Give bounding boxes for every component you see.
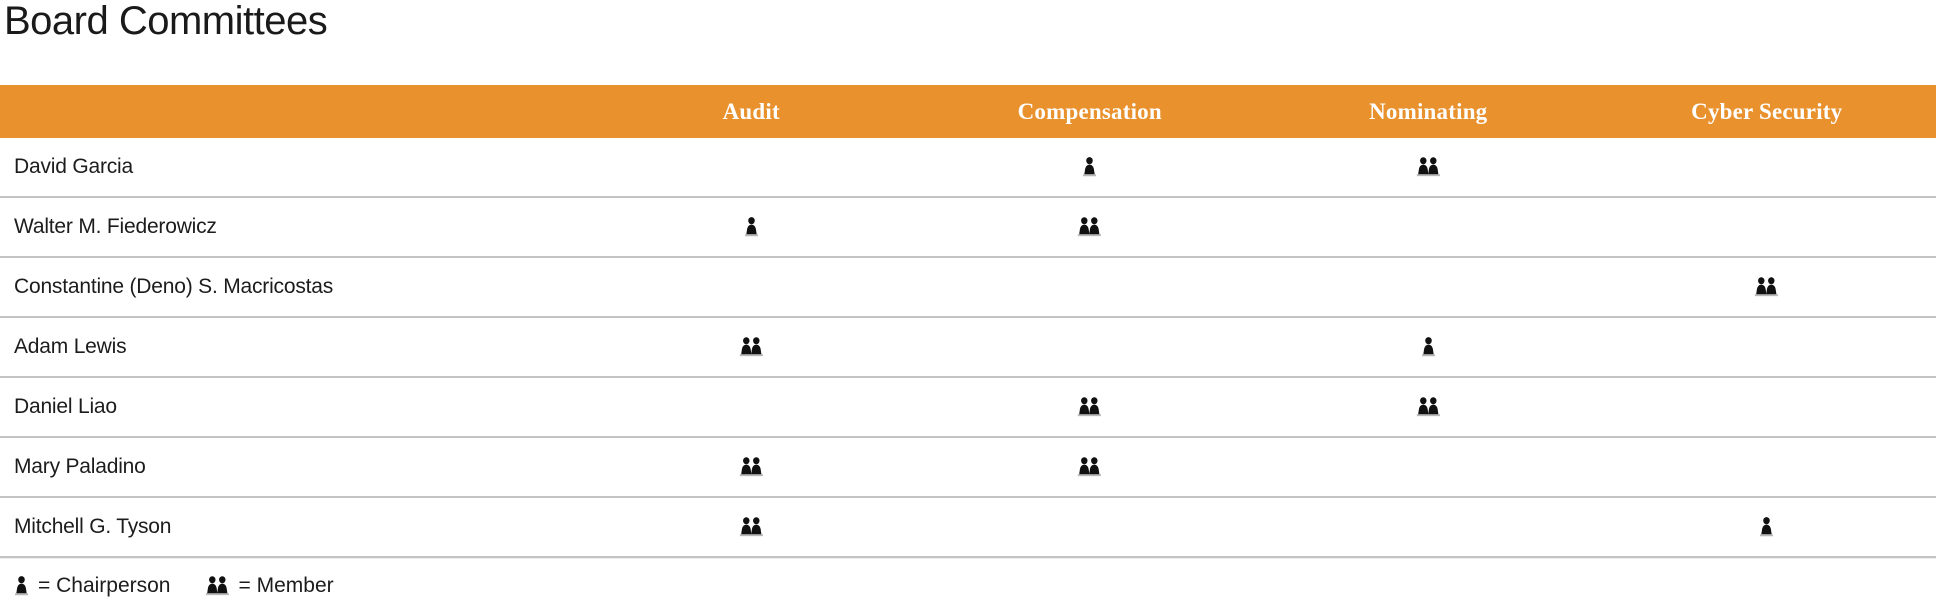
legend: = Chairperson = Member (14, 574, 334, 598)
committee-cell-audit (582, 258, 921, 316)
legend-member: = Member (205, 574, 334, 598)
chairperson-icon (1083, 157, 1097, 177)
committee-cell-cyber-security (1598, 498, 1936, 556)
committee-cell-audit (582, 438, 921, 496)
committee-cell-compensation (921, 138, 1260, 196)
table-row: Constantine (Deno) S. Macricostas (0, 258, 1936, 318)
chairperson-icon (1760, 517, 1774, 537)
member-name: Adam Lewis (14, 335, 127, 358)
member-icon (1416, 157, 1440, 177)
page-title: Board Committees (4, 0, 328, 43)
member-icon (1078, 457, 1102, 477)
column-header-audit: Audit (722, 98, 780, 124)
committee-cell-cyber-security (1598, 258, 1936, 316)
committee-cell-cyber-security (1598, 318, 1936, 376)
table-row: David Garcia (0, 138, 1936, 198)
committee-cell-audit (582, 138, 921, 196)
member-name: Constantine (Deno) S. Macricostas (14, 275, 334, 298)
legend-chairperson: = Chairperson (14, 574, 171, 598)
committee-cell-audit (582, 498, 921, 556)
committee-cell-compensation (921, 378, 1260, 436)
member-icon (739, 457, 763, 477)
committee-cell-compensation (921, 498, 1260, 556)
committee-cell-compensation (921, 318, 1260, 376)
member-name: David Garcia (14, 155, 133, 178)
committee-table: Audit Compensation Nominating Cyber Secu… (0, 85, 1936, 558)
committee-cell-audit (582, 198, 921, 256)
committee-cell-cyber-security (1598, 138, 1936, 196)
chairperson-icon (1421, 337, 1435, 357)
chairperson-icon (744, 217, 758, 237)
committee-cell-compensation (921, 198, 1260, 256)
committee-cell-compensation (921, 438, 1260, 496)
member-icon (1078, 397, 1102, 417)
member-name: Mary Paladino (14, 455, 146, 478)
table-header-row: Audit Compensation Nominating Cyber Secu… (0, 85, 1936, 138)
committee-cell-cyber-security (1598, 438, 1936, 496)
legend-member-label: = Member (238, 574, 334, 597)
column-header-compensation: Compensation (1017, 98, 1162, 124)
committee-cell-cyber-security (1598, 198, 1936, 256)
member-icon (205, 576, 230, 596)
member-icon (739, 337, 763, 357)
committee-cell-nominating (1259, 318, 1598, 376)
member-name: Walter M. Fiederowicz (14, 215, 217, 238)
member-icon (1416, 397, 1440, 417)
table-row: Daniel Liao (0, 378, 1936, 438)
chairperson-icon (14, 576, 29, 596)
legend-chairperson-label: = Chairperson (38, 574, 171, 597)
committee-cell-cyber-security (1598, 378, 1936, 436)
table-row: Mary Paladino (0, 438, 1936, 498)
committee-cell-nominating (1259, 258, 1598, 316)
table-body: David Garcia Walter M. Fiederowicz (0, 138, 1936, 558)
member-icon (205, 576, 229, 596)
committee-cell-nominating (1259, 138, 1598, 196)
chairperson-icon (14, 576, 29, 596)
member-icon (1755, 277, 1779, 297)
committee-cell-nominating (1259, 498, 1598, 556)
member-name: Mitchell G. Tyson (14, 515, 172, 538)
member-icon (739, 517, 763, 537)
committee-cell-compensation (921, 258, 1260, 316)
column-header-nominating: Nominating (1369, 98, 1488, 124)
committee-cell-nominating (1259, 198, 1598, 256)
committee-cell-audit (582, 318, 921, 376)
table-row: Adam Lewis (0, 318, 1936, 378)
member-name: Daniel Liao (14, 395, 117, 418)
committee-cell-audit (582, 378, 921, 436)
table-row: Walter M. Fiederowicz (0, 198, 1936, 258)
member-icon (1078, 217, 1102, 237)
committee-cell-nominating (1259, 378, 1598, 436)
column-header-cyber-security: Cyber Security (1691, 98, 1843, 124)
committee-cell-nominating (1259, 438, 1598, 496)
table-row: Mitchell G. Tyson (0, 498, 1936, 558)
